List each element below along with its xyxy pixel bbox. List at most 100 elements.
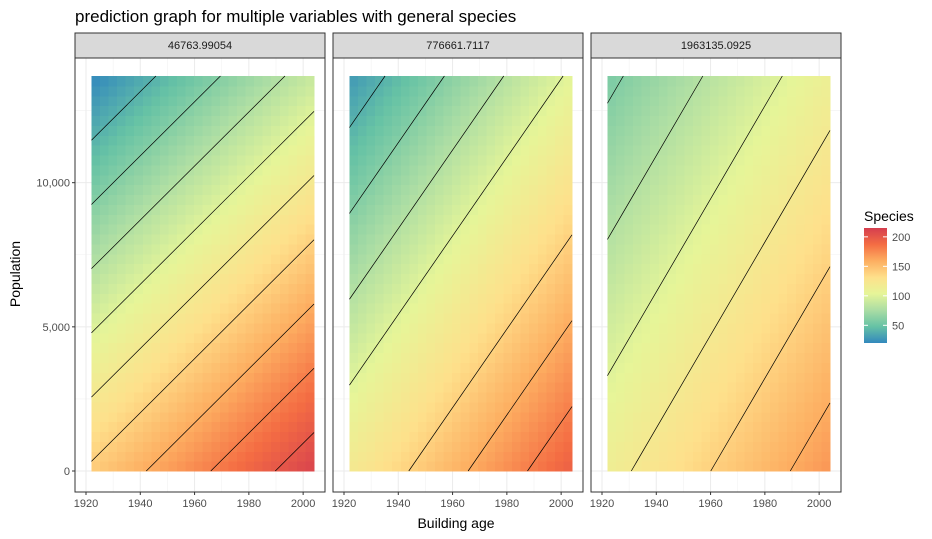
raster-tile [194, 145, 204, 156]
raster-tile [770, 332, 780, 344]
raster-tile [770, 392, 780, 403]
raster-tile [744, 214, 754, 225]
raster-tile [727, 431, 737, 442]
raster-tile [245, 283, 255, 294]
raster-tile [761, 174, 771, 186]
raster-tile [554, 135, 565, 146]
raster-tile [435, 411, 445, 423]
raster-tile [529, 322, 539, 334]
raster-tile [503, 164, 513, 176]
raster-tile [202, 105, 212, 117]
raster-tile [494, 431, 505, 442]
raster-tile [718, 342, 728, 354]
raster-tile [821, 421, 831, 433]
raster-tile [236, 155, 247, 166]
raster-tile [460, 392, 470, 403]
raster-tile [168, 145, 178, 156]
raster-tile [770, 243, 780, 255]
raster-tile [658, 372, 668, 383]
raster-tile [795, 313, 805, 324]
raster-tile [633, 105, 643, 117]
raster-tile [752, 105, 763, 117]
raster-tile [375, 451, 385, 462]
raster-tile [469, 342, 479, 354]
raster-tile [684, 303, 694, 314]
raster-tile [693, 224, 703, 235]
raster-tile [142, 392, 152, 403]
raster-tile [624, 421, 634, 433]
raster-tile [254, 253, 264, 265]
raster-tile [254, 145, 264, 156]
raster-tile [305, 441, 315, 452]
raster-tile [469, 421, 479, 433]
raster-tile [228, 441, 238, 452]
raster-tile [177, 362, 187, 373]
raster-tile [804, 224, 814, 235]
raster-tile [202, 85, 212, 97]
raster-tile [624, 372, 634, 383]
raster-tile [735, 411, 745, 423]
raster-tile [254, 85, 264, 97]
raster-tile [735, 253, 745, 265]
raster-tile [787, 332, 797, 344]
raster-tile [151, 243, 161, 255]
raster-tile [727, 135, 737, 146]
raster-tile [494, 303, 505, 314]
raster-tile [435, 332, 445, 344]
raster-tile [752, 313, 763, 324]
raster-tile [512, 135, 522, 146]
raster-tile [443, 155, 453, 166]
raster-tile [658, 362, 668, 373]
raster-tile [494, 125, 505, 136]
raster-tile [795, 184, 805, 196]
raster-tile [770, 76, 780, 87]
raster-tile [633, 135, 643, 146]
x-tick-label: 1940 [128, 498, 152, 510]
raster-tile [624, 362, 634, 373]
raster-tile [563, 224, 573, 235]
raster-tile [108, 283, 118, 294]
raster-tile [477, 273, 487, 284]
raster-tile [168, 313, 178, 324]
raster-tile [271, 451, 281, 462]
raster-tile [452, 313, 462, 324]
raster-tile [443, 431, 453, 442]
raster-tile [366, 273, 376, 284]
raster-tile [142, 263, 152, 275]
raster-tile [426, 352, 436, 363]
raster-tile [194, 441, 204, 452]
raster-tile [520, 263, 530, 275]
raster-tile [288, 155, 298, 166]
raster-tile [452, 155, 462, 166]
raster-tile [202, 332, 212, 344]
raster-tile [349, 332, 359, 344]
raster-tile [305, 85, 315, 97]
raster-tile [271, 303, 281, 314]
raster-tile [185, 125, 195, 136]
raster-tile [91, 214, 101, 225]
raster-tile [477, 204, 487, 215]
raster-tile [546, 401, 556, 413]
raster-tile [91, 401, 101, 413]
raster-tile [262, 253, 272, 265]
raster-tile [469, 253, 479, 265]
raster-tile [821, 253, 831, 265]
raster-tile [477, 164, 487, 176]
raster-tile [701, 174, 711, 186]
raster-tile [400, 224, 410, 235]
raster-tile [529, 135, 539, 146]
raster-tile [134, 322, 144, 334]
raster-tile [546, 382, 556, 393]
raster-tile [417, 135, 428, 146]
raster-tile [177, 155, 187, 166]
raster-tile [392, 451, 402, 462]
raster-tile [641, 421, 651, 433]
raster-tile [426, 135, 436, 146]
raster-tile [486, 392, 496, 403]
raster-tile [469, 145, 479, 156]
raster-tile [296, 273, 307, 284]
raster-tile [477, 283, 487, 294]
raster-tile [236, 273, 247, 284]
raster-tile [469, 372, 479, 383]
raster-tile [752, 441, 763, 452]
